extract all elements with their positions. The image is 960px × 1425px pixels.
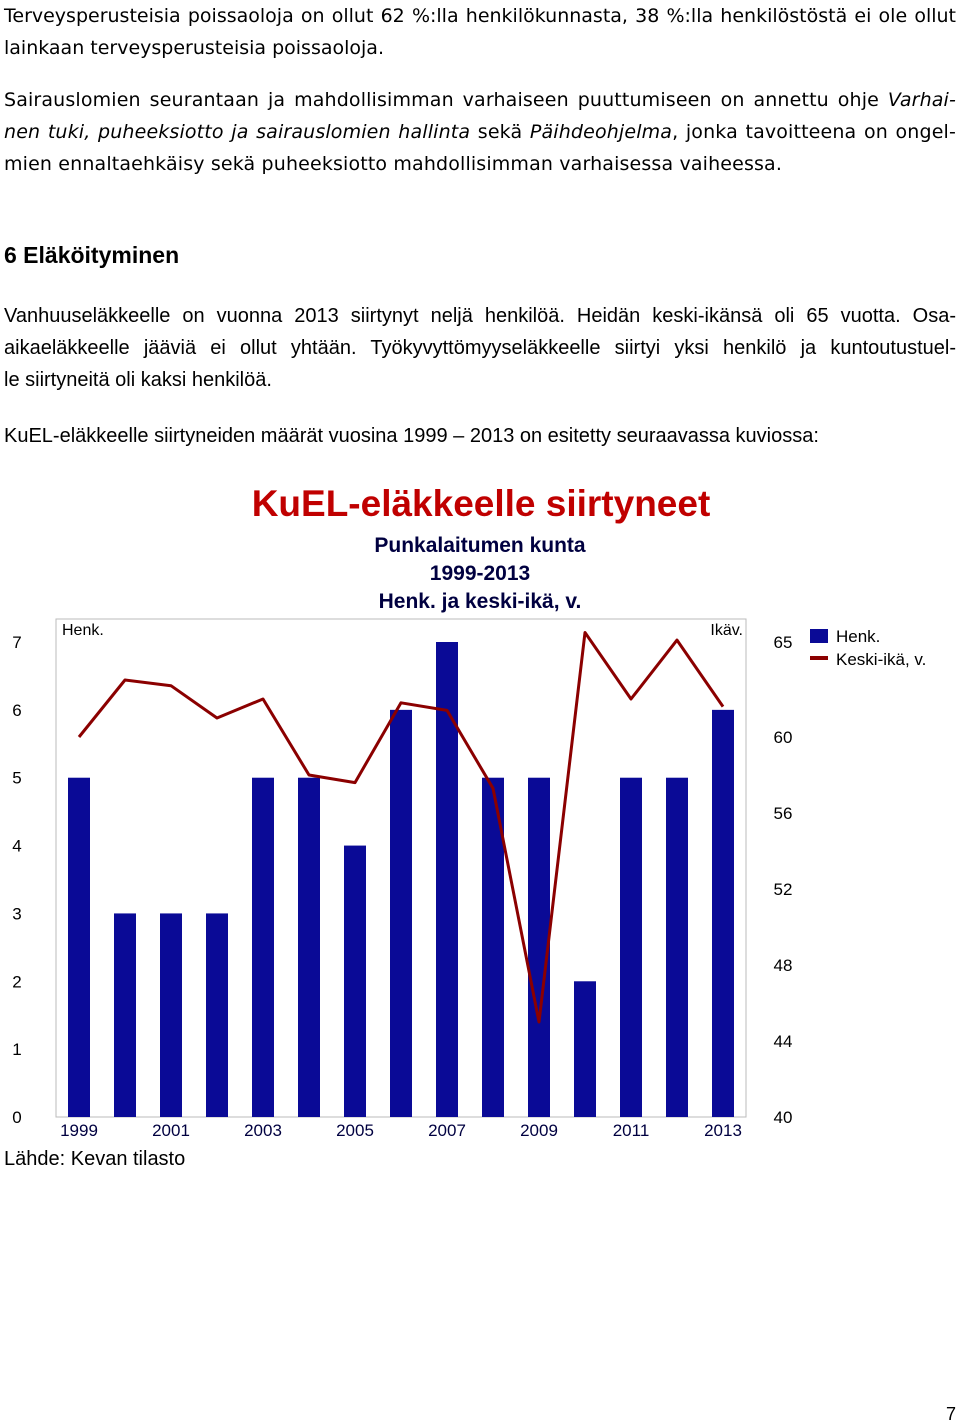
x-tick-2011: 2011	[613, 1121, 650, 1140]
bar-2000	[114, 913, 136, 1117]
x-tick-2007: 2007	[428, 1121, 466, 1140]
bar-2006	[390, 709, 412, 1117]
retirement-paragraph: Vanhuuseläkkeelle on vuonna 2013 siirtyn…	[4, 300, 956, 396]
intro-line-1: Terveysperusteisia poissaoloja on ollut …	[4, 5, 956, 27]
bar-2002	[206, 913, 228, 1117]
right-axis-ticks: 40 44 48 52 56 60 65	[774, 633, 793, 1127]
sick-leave-conjunction: sekä	[470, 121, 530, 143]
section-heading: 6 Eläköityminen	[4, 242, 180, 268]
bar-2001	[160, 913, 182, 1117]
figure-intro-text: KuEL-eläkkeelle siirtyneiden määrät vuos…	[4, 425, 819, 447]
left-tick-7: 7	[12, 633, 21, 652]
page-number: 7	[945, 1404, 956, 1424]
legend-label-keski-ika: Keski-ikä, v.	[836, 650, 926, 669]
left-tick-4: 4	[12, 837, 21, 856]
average-age-line	[77, 631, 725, 1024]
legend-label-henk: Henk.	[836, 627, 880, 646]
x-tick-2003: 2003	[244, 1121, 282, 1140]
right-tick-40: 40	[774, 1108, 793, 1127]
right-tick-52: 52	[774, 880, 793, 899]
bar-2004	[298, 777, 320, 1117]
sick-leave-text-1: Sairauslomien seurantaan ja mahdollisimm…	[4, 89, 888, 111]
sick-leave-line-1: Sairauslomien seurantaan ja mahdollisimm…	[4, 84, 956, 116]
retirement-line-1: Vanhuuseläkkeelle on vuonna 2013 siirtyn…	[4, 305, 956, 327]
sick-leave-line-3: mien ennaltaehkäisy sekä puheeksiotto ma…	[4, 153, 783, 175]
right-axis-label: Ikäv.	[710, 622, 743, 639]
right-tick-65: 65	[774, 633, 793, 652]
x-tick-2005: 2005	[336, 1121, 374, 1140]
line-series	[77, 631, 725, 1024]
bar-2011	[620, 777, 642, 1117]
legend-swatch-keski-ika	[810, 656, 828, 660]
bar-2007	[436, 642, 458, 1117]
sick-leave-italic-1: Varhai-	[887, 89, 956, 111]
right-tick-56: 56	[774, 804, 793, 823]
right-tick-48: 48	[774, 956, 793, 975]
x-axis-ticks: 1999 2001 2003 2005 2007 2009 2011 2013	[60, 1121, 742, 1140]
left-axis-ticks: 0 1 2 3 4 5 6 7	[12, 633, 21, 1127]
bar-2013	[712, 709, 734, 1117]
x-tick-1999: 1999	[60, 1121, 98, 1140]
bar-2003	[252, 777, 274, 1117]
figure-intro: KuEL-eläkkeelle siirtyneiden määrät vuos…	[4, 420, 956, 452]
x-tick-2001: 2001	[152, 1121, 190, 1140]
left-tick-2: 2	[12, 972, 21, 991]
bar-2009	[528, 777, 550, 1117]
left-tick-1: 1	[12, 1040, 21, 1059]
retirement-chart: KuEL-eläkkeelle siirtyneet Punkalaitumen…	[12, 483, 926, 1140]
sick-leave-paragraph: Sairauslomien seurantaan ja mahdollisimm…	[4, 84, 956, 180]
left-tick-5: 5	[12, 769, 21, 788]
retirement-line-2: aikaeläkkeelle jääviä ei ollut yhtään. T…	[4, 337, 956, 359]
bar-series	[68, 642, 734, 1117]
chart-subtitle-2: 1999-2013	[430, 562, 530, 585]
left-axis-label: Henk.	[62, 622, 104, 639]
bar-2008	[482, 777, 504, 1117]
chart-legend: Henk. Keski-ikä, v.	[810, 627, 926, 669]
left-tick-6: 6	[12, 701, 21, 720]
bar-2010	[574, 981, 596, 1117]
chart-subtitle-1: Punkalaitumen kunta	[374, 534, 586, 557]
x-tick-2013: 2013	[704, 1121, 742, 1140]
sick-leave-text-2: , jonka tavoitteena on ongel-	[672, 121, 956, 143]
right-tick-60: 60	[774, 728, 793, 747]
intro-line-2: lainkaan terveysperusteisia poissaoloja.	[4, 37, 384, 59]
early-support-guide-title: nen tuki, puheeksiotto ja sairauslomien …	[4, 121, 471, 143]
sick-leave-line-2: nen tuki, puheeksiotto ja sairauslomien …	[4, 116, 956, 148]
intro-paragraph: Terveysperusteisia poissaoloja on ollut …	[4, 0, 956, 64]
substance-program-title: Päihdeohjelma	[529, 121, 673, 143]
retirement-line-3: le siirtyneitä oli kaksi henkilöä.	[4, 369, 272, 391]
chart-title: KuEL-eläkkeelle siirtyneet	[252, 483, 711, 524]
bar-1999	[68, 777, 90, 1117]
right-tick-44: 44	[774, 1032, 793, 1051]
left-tick-3: 3	[12, 904, 21, 923]
chart-subtitle-3: Henk. ja keski-ikä, v.	[379, 590, 582, 613]
x-tick-2009: 2009	[520, 1121, 558, 1140]
legend-swatch-henk	[810, 629, 828, 643]
bar-2012	[666, 777, 688, 1117]
source-note: Lähde: Kevan tilasto	[4, 1148, 186, 1170]
left-tick-0: 0	[12, 1108, 21, 1127]
bar-2005	[344, 845, 366, 1117]
